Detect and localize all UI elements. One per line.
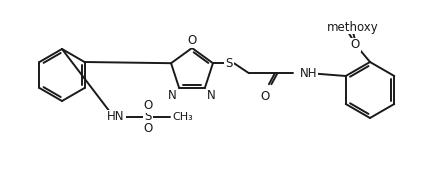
Text: O: O <box>350 39 360 51</box>
Text: O: O <box>143 99 153 112</box>
Text: CH₃: CH₃ <box>172 112 193 122</box>
Text: S: S <box>145 111 152 123</box>
Text: NH: NH <box>300 67 317 80</box>
Text: HN: HN <box>107 111 125 123</box>
Text: N: N <box>207 89 216 102</box>
Text: methoxy: methoxy <box>327 21 379 33</box>
Text: O: O <box>187 34 197 47</box>
Text: O: O <box>143 122 153 135</box>
Text: O: O <box>260 90 270 103</box>
Text: N: N <box>168 89 177 102</box>
Text: S: S <box>225 57 233 70</box>
